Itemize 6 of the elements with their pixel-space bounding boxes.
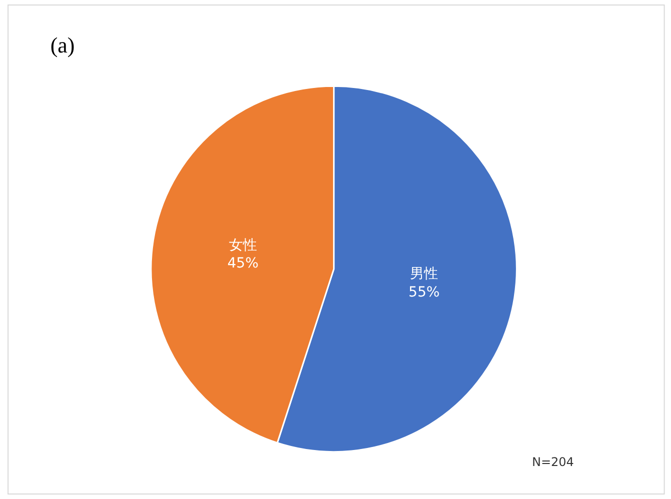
slice-label: 男性 xyxy=(410,266,438,282)
text: N=204 xyxy=(532,455,574,469)
chart-title: (a) xyxy=(50,32,75,58)
data-label: 45% xyxy=(227,256,259,272)
data-label: 55% xyxy=(408,284,440,300)
slice-label: 女性 xyxy=(228,237,257,254)
